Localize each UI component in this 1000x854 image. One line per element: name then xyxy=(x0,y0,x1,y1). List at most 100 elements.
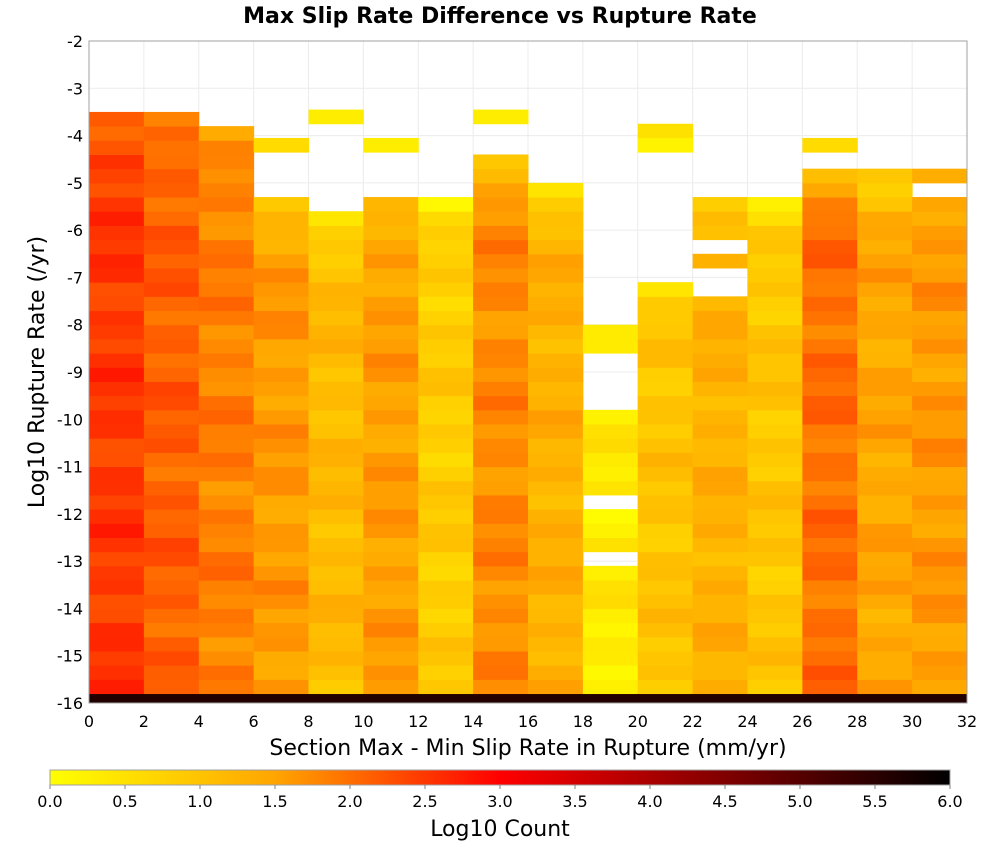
heatmap-cell xyxy=(473,154,529,170)
heatmap-cell xyxy=(198,267,255,283)
heatmap-cell xyxy=(637,565,694,581)
colorbar xyxy=(49,769,951,786)
heatmap-cell xyxy=(143,111,200,127)
heatmap-cell xyxy=(308,353,364,368)
x-tick-label: 8 xyxy=(303,712,313,731)
heatmap-cell xyxy=(89,182,145,198)
heatmap-cell xyxy=(637,693,694,703)
heatmap-cell xyxy=(253,282,309,297)
heatmap-cell xyxy=(89,324,145,340)
heatmap-cell xyxy=(637,537,694,553)
heatmap-cell xyxy=(418,381,474,397)
heatmap-cell xyxy=(802,650,858,666)
x-tick-label: 10 xyxy=(353,712,373,731)
heatmap-cell xyxy=(473,650,529,666)
heatmap-cell xyxy=(912,494,967,510)
heatmap-cell xyxy=(802,381,858,397)
heatmap-cell xyxy=(198,395,255,411)
heatmap-cell xyxy=(363,650,419,666)
heatmap-cell xyxy=(363,509,419,524)
heatmap-cell xyxy=(857,580,913,595)
heatmap-cell xyxy=(363,622,419,638)
heatmap-cell xyxy=(692,211,748,226)
heatmap-cell xyxy=(528,282,584,297)
heatmap-cell xyxy=(857,509,913,524)
heatmap-cell xyxy=(363,239,419,255)
heatmap-cell xyxy=(473,679,529,695)
heatmap-cell xyxy=(363,494,419,510)
heatmap-cell xyxy=(528,594,584,609)
heatmap-cell xyxy=(802,424,858,439)
heatmap-cell xyxy=(582,424,639,439)
heatmap-cell xyxy=(308,409,364,425)
heatmap-cell xyxy=(418,367,474,382)
heatmap-cell xyxy=(802,267,858,283)
heatmap-cell xyxy=(692,537,748,553)
heatmap-cell xyxy=(253,580,309,595)
colorbar-tick-label: 1.5 xyxy=(262,792,287,811)
x-tick-label: 26 xyxy=(792,712,812,731)
heatmap-cell xyxy=(198,282,255,297)
heatmap-cell xyxy=(143,211,200,226)
heatmap-cell xyxy=(198,523,255,538)
heatmap-cell xyxy=(692,523,748,538)
heatmap-cell xyxy=(528,395,584,411)
heatmap-cell xyxy=(363,551,419,567)
heatmap-cell xyxy=(89,466,145,482)
heatmap-cell xyxy=(473,182,529,198)
heatmap-cell xyxy=(253,452,309,468)
heatmap-cell xyxy=(198,565,255,581)
heatmap-cell xyxy=(692,622,748,638)
heatmap-cell xyxy=(692,338,748,354)
heatmap-cell xyxy=(582,580,639,595)
heatmap-cell xyxy=(473,438,529,453)
heatmap-cell xyxy=(692,580,748,595)
heatmap-cell xyxy=(637,296,694,312)
heatmap-cell xyxy=(857,466,913,482)
heatmap-cell xyxy=(198,296,255,312)
y-tick-label: -5 xyxy=(67,174,83,193)
heatmap-cell xyxy=(253,466,309,482)
heatmap-cell xyxy=(253,253,309,269)
heatmap-cell xyxy=(857,622,913,638)
heatmap-cell xyxy=(912,466,967,482)
heatmap-cell xyxy=(89,551,145,567)
heatmap-cell xyxy=(308,665,364,680)
heatmap-cell xyxy=(89,211,145,226)
heatmap-cell xyxy=(143,679,200,695)
heatmap-cell xyxy=(747,494,803,510)
plot-border xyxy=(88,40,968,704)
heatmap-cell xyxy=(637,551,694,567)
heatmap-cell xyxy=(637,494,694,510)
heatmap-cell xyxy=(253,523,309,538)
heatmap-cell xyxy=(582,466,639,482)
heatmap-cell xyxy=(528,580,584,595)
heatmap-cell xyxy=(89,494,145,510)
heatmap-cell xyxy=(418,650,474,666)
colorbar-tick-label: 0.0 xyxy=(37,792,62,811)
colorbar-tick-label: 1.0 xyxy=(187,792,212,811)
heatmap-cell xyxy=(473,381,529,397)
heatmap-cell xyxy=(857,565,913,581)
heatmap-cell xyxy=(253,424,309,439)
x-tick-label: 2 xyxy=(139,712,149,731)
heatmap-cell xyxy=(582,409,639,425)
heatmap-cell xyxy=(363,466,419,482)
colorbar-tick-label: 0.5 xyxy=(112,792,137,811)
heatmap-cell xyxy=(198,452,255,468)
y-tick-label: -15 xyxy=(57,647,83,666)
heatmap-cell xyxy=(253,239,309,255)
heatmap-cell xyxy=(747,381,803,397)
colorbar-tick-label: 3.5 xyxy=(562,792,587,811)
heatmap-cell xyxy=(363,310,419,326)
heatmap-cell xyxy=(308,693,364,703)
heatmap-cell xyxy=(89,537,145,553)
heatmap-cell xyxy=(747,480,803,496)
heatmap-cell xyxy=(473,239,529,255)
heatmap-cell xyxy=(198,353,255,368)
heatmap-cell xyxy=(89,523,145,538)
heatmap-cell xyxy=(912,551,967,567)
heatmap-cell xyxy=(747,551,803,567)
